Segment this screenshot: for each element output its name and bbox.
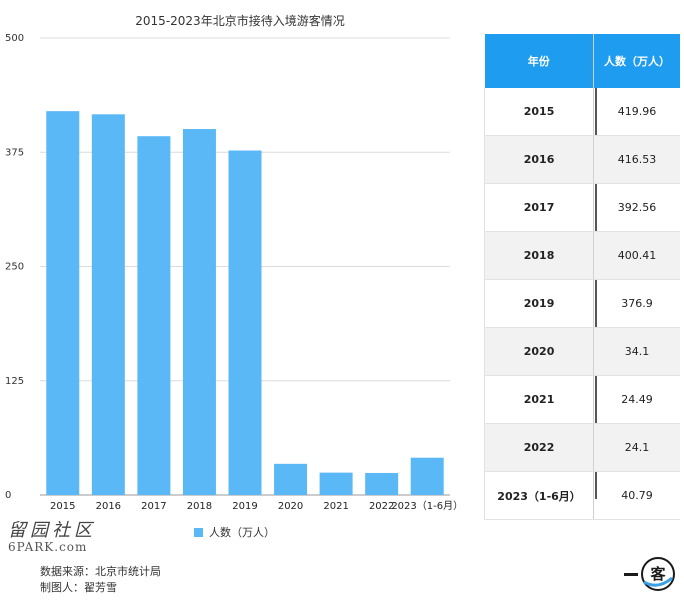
table-row: 2018 400.41 (483, 231, 680, 280)
x-tick-label: 2016 (96, 501, 121, 512)
table-cell-year: 2021 (483, 375, 595, 424)
bar (46, 111, 80, 496)
table-cell-value: 34.1 (593, 327, 680, 376)
table-cell-year: 2023（1-6月） (483, 471, 595, 520)
table-cell-value: 419.96 (593, 88, 680, 136)
watermark-chinese: 留园社区 (8, 520, 96, 541)
table-cell-value: 416.53 (593, 135, 680, 184)
bar (365, 472, 399, 495)
data-source: 数据来源：北京市统计局 (40, 565, 161, 578)
table-cell-value: 400.41 (593, 231, 680, 280)
table-cell-value: 24.49 (593, 375, 680, 424)
table-header-count: 人数（万人） (593, 34, 680, 88)
bar (182, 129, 216, 495)
x-tick-label: 2018 (187, 501, 212, 512)
x-tick-label: 2020 (278, 501, 303, 512)
table-cell-year: 2018 (483, 231, 595, 280)
bar (319, 472, 353, 495)
legend-swatch (194, 527, 203, 537)
table-cell-value: 40.79 (593, 471, 680, 520)
table-cell-year: 2017 (483, 183, 595, 232)
table-cell-year: 2022 (483, 423, 595, 472)
badge-logo-icon: 客 (624, 557, 675, 591)
table-row: 2017 392.56 (483, 183, 680, 232)
x-tick-label: 2022 (369, 501, 394, 512)
y-tick-label: 375 (5, 147, 24, 158)
svg-text:客: 客 (649, 565, 666, 583)
chart-author: 制图人：翟芳雪 (40, 581, 117, 594)
source-notes: 数据来源：北京市统计局 制图人：翟芳雪 (40, 564, 161, 596)
table-cell-year: 2016 (483, 135, 595, 184)
data-table: 年份 人数（万人） 2015 419.96 2016 416.53 2017 392.… (483, 34, 680, 520)
bar (410, 457, 444, 495)
x-tick-label: 2017 (141, 501, 166, 512)
table-cell-value: 376.9 (593, 279, 680, 328)
x-tick-label: 2019 (232, 501, 257, 512)
y-tick-label: 500 (5, 33, 24, 44)
table-row: 2016 416.53 (483, 135, 680, 184)
table-header-year: 年份 (484, 34, 595, 88)
chart-legend: 人数（万人） (194, 524, 275, 540)
bar (91, 114, 125, 496)
x-tick-label: 2021 (323, 501, 348, 512)
table-row: 2019 376.9 (483, 279, 680, 328)
bar (228, 150, 262, 495)
table-header-row: 年份 人数（万人） (484, 34, 680, 88)
table-cell-year: 2019 (483, 279, 595, 328)
table-cell-year: 2020 (483, 327, 595, 376)
table-row: 2022 24.1 (483, 423, 680, 472)
y-tick-label: 0 (5, 490, 11, 501)
chart-title: 2015-2023年北京市接待入境游客情况 (135, 14, 345, 28)
y-tick-label: 125 (5, 376, 24, 387)
watermark-english: 6PARK.com (8, 540, 88, 554)
table-cell-year: 2015 (483, 88, 595, 136)
x-tick-label: 2015 (50, 501, 75, 512)
x-tick-label: 2023（1-6月） (391, 500, 463, 512)
bar (137, 136, 171, 495)
table-cell-value: 24.1 (593, 423, 680, 472)
watermark: 留园社区 6PARK.com (8, 516, 96, 554)
table-cell-value: 392.56 (593, 183, 680, 232)
table-row: 2020 34.1 (483, 327, 680, 376)
legend-label: 人数（万人） (209, 526, 275, 539)
table-row: 2023（1-6月） 40.79 (483, 471, 680, 520)
table-row: 2021 24.49 (483, 375, 680, 424)
y-tick-label: 250 (5, 262, 24, 273)
table-row: 2015 419.96 (483, 88, 680, 136)
bar (274, 463, 308, 495)
